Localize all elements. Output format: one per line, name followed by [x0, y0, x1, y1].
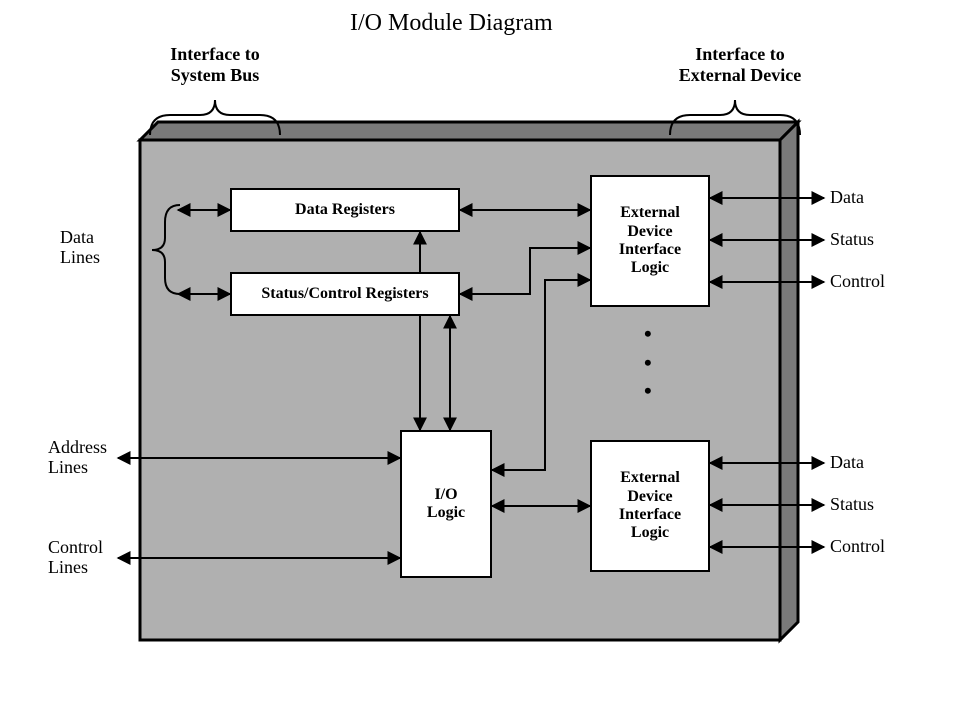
ellipsis-dots: • • •: [644, 320, 652, 406]
t: Data: [60, 227, 94, 247]
block-external-device-interface-logic-1: External Device Interface Logic: [590, 175, 710, 307]
diagram-stage: I/O Module Diagram Interface to System B…: [0, 0, 960, 720]
label-ext1-control: Control: [830, 272, 885, 292]
label-address-lines: Address Lines: [48, 438, 107, 478]
t: Lines: [48, 557, 88, 577]
t: External Device Interface Logic: [619, 469, 681, 543]
t: Control: [830, 536, 885, 556]
t: Data Registers: [295, 201, 395, 219]
block-data-registers: Data Registers: [230, 188, 460, 232]
svg-layer: [0, 0, 960, 720]
t: Data: [830, 187, 864, 207]
t: I/O Logic: [427, 486, 465, 523]
t: Control: [48, 537, 103, 557]
d: •: [644, 350, 652, 375]
t: Status: [830, 494, 874, 514]
t: External Device Interface Logic: [619, 204, 681, 278]
t: Status: [830, 229, 874, 249]
label-ext1-data: Data: [830, 188, 864, 208]
t: Lines: [60, 247, 100, 267]
label-control-lines: Control Lines: [48, 538, 103, 578]
d: •: [644, 321, 652, 346]
t: Lines: [48, 457, 88, 477]
t: Control: [830, 271, 885, 291]
block-io-logic: I/O Logic: [400, 430, 492, 578]
label-ext1-status: Status: [830, 230, 874, 250]
label-ext2-data: Data: [830, 453, 864, 473]
d: •: [644, 378, 652, 403]
t: Status/Control Registers: [261, 285, 428, 303]
label-ext2-status: Status: [830, 495, 874, 515]
label-ext2-control: Control: [830, 537, 885, 557]
label-data-lines: Data Lines: [60, 228, 100, 268]
block-status-control-registers: Status/Control Registers: [230, 272, 460, 316]
t: Data: [830, 452, 864, 472]
t: Address: [48, 437, 107, 457]
block-external-device-interface-logic-2: External Device Interface Logic: [590, 440, 710, 572]
